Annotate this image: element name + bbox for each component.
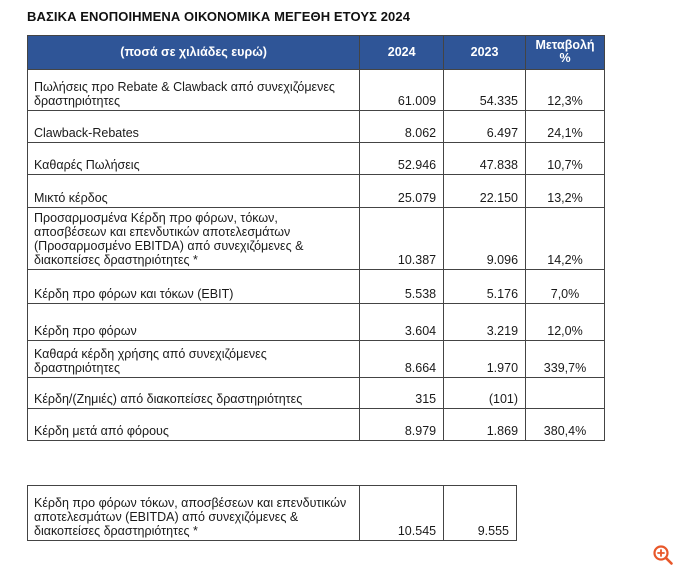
row-label: Καθαρά κέρδη χρήσης από συνεχιζόμενες δρ… <box>26 340 361 378</box>
row-value-2023: 1.970 <box>443 340 527 378</box>
row-label: Προσαρμοσμένα Κέρδη προ φόρων, τόκων, απ… <box>26 207 361 270</box>
row-value-2024: 8.979 <box>359 408 445 441</box>
row-value-2023: 47.838 <box>443 142 527 175</box>
header-2024: 2024 <box>359 35 445 70</box>
row-label: Κέρδη προ φόρων και τόκων (EBIT) <box>26 269 361 304</box>
header-2023: 2023 <box>443 35 527 70</box>
row-value-2024: 315 <box>359 377 445 409</box>
row-change: 380,4% <box>525 408 605 441</box>
row-value-2024: 25.079 <box>359 174 445 208</box>
row-value-2024: 8.062 <box>359 110 445 143</box>
row-label: Πωλήσεις προ Rebate & Clawback από συνεχ… <box>26 69 361 111</box>
table-row: Κέρδη προ φόρων τόκων, αποσβέσεων και επ… <box>26 485 517 541</box>
row-change: 12,3% <box>525 69 605 111</box>
table-row: Μικτό κέρδος 25.079 22.150 13,2% <box>26 174 605 208</box>
row-value-2023: (101) <box>443 377 527 409</box>
header-units-label: (ποσά σε χιλιάδες ευρώ) <box>26 35 361 70</box>
header-change: Μεταβολή % <box>525 35 605 70</box>
row-change: 7,0% <box>525 269 605 304</box>
table-row: Clawback-Rebates 8.062 6.497 24,1% <box>26 110 605 143</box>
row-change: 12,0% <box>525 303 605 341</box>
header-change-line2: % <box>559 50 571 65</box>
table-row: Κέρδη μετά από φόρους 8.979 1.869 380,4% <box>26 408 605 441</box>
table-row: Κέρδη προ φόρων και τόκων (EBIT) 5.538 5… <box>26 269 605 304</box>
row-value-2024: 8.664 <box>359 340 445 378</box>
row-label: Κέρδη μετά από φόρους <box>26 408 361 441</box>
row-value-2024: 3.604 <box>359 303 445 341</box>
row-label: Μικτό κέρδος <box>26 174 361 208</box>
table-row: Καθαρά κέρδη χρήσης από συνεχιζόμενες δρ… <box>26 340 605 378</box>
page-title: ΒΑΣΙΚΑ ΕΝΟΠΟΙΗΜΕΝΑ ΟΙΚΟΝΟΜΙΚΑ ΜΕΓΕΘΗ ΕΤΟ… <box>27 9 411 24</box>
table-row: Προσαρμοσμένα Κέρδη προ φόρων, τόκων, απ… <box>26 207 605 270</box>
row-value-2023: 3.219 <box>443 303 527 341</box>
table-row: Κέρδη προ φόρων 3.604 3.219 12,0% <box>26 303 605 341</box>
row-label: Κέρδη/(Ζημιές) από διακοπείσες δραστηριό… <box>26 377 361 409</box>
row-value-2024: 10.387 <box>359 207 445 270</box>
zoom-in-icon[interactable] <box>652 544 674 566</box>
row-value-2023: 22.150 <box>443 174 527 208</box>
row-value-2023: 9.555 <box>443 485 517 541</box>
table-row: Καθαρές Πωλήσεις 52.946 47.838 10,7% <box>26 142 605 175</box>
row-value-2024: 10.545 <box>359 485 445 541</box>
row-change <box>525 377 605 409</box>
row-change: 24,1% <box>525 110 605 143</box>
row-value-2023: 5.176 <box>443 269 527 304</box>
row-value-2023: 6.497 <box>443 110 527 143</box>
row-change: 10,7% <box>525 142 605 175</box>
row-change: 339,7% <box>525 340 605 378</box>
row-label: Καθαρές Πωλήσεις <box>26 142 361 175</box>
table-row: Πωλήσεις προ Rebate & Clawback από συνεχ… <box>26 69 605 111</box>
row-change: 13,2% <box>525 174 605 208</box>
header-change-line1: Μεταβολή <box>535 37 595 52</box>
row-value-2024: 61.009 <box>359 69 445 111</box>
row-value-2024: 5.538 <box>359 269 445 304</box>
row-value-2023: 9.096 <box>443 207 527 270</box>
table-row: Κέρδη/(Ζημιές) από διακοπείσες δραστηριό… <box>26 377 605 409</box>
row-value-2023: 1.869 <box>443 408 527 441</box>
table-header-row: (ποσά σε χιλιάδες ευρώ) 2024 2023 Μεταβο… <box>26 35 605 70</box>
row-value-2024: 52.946 <box>359 142 445 175</box>
ebitda-table: Κέρδη προ φόρων τόκων, αποσβέσεων και επ… <box>26 485 517 541</box>
row-label: Κέρδη προ φόρων <box>26 303 361 341</box>
row-change: 14,2% <box>525 207 605 270</box>
financial-table: (ποσά σε χιλιάδες ευρώ) 2024 2023 Μεταβο… <box>26 35 605 441</box>
row-value-2023: 54.335 <box>443 69 527 111</box>
row-label: Κέρδη προ φόρων τόκων, αποσβέσεων και επ… <box>26 485 361 541</box>
row-label: Clawback-Rebates <box>26 110 361 143</box>
